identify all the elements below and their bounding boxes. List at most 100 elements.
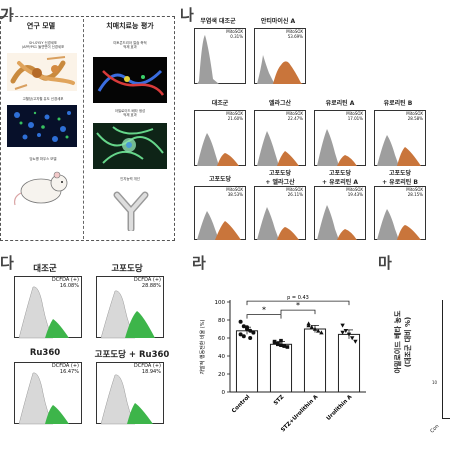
mouse-icon (14, 171, 68, 206)
panel-letter-da: 다 (0, 254, 14, 272)
data-point (272, 340, 277, 345)
mitosox-marker-label: MitoSOX (406, 111, 423, 116)
dcfda-p4-label: 고포도당 + Ru360 (94, 350, 170, 360)
y-tick-label: 20 (218, 372, 225, 378)
data-point (238, 332, 243, 337)
y-tick-label: 40 (218, 354, 225, 360)
col-divider (83, 19, 84, 239)
mitosox-r3c1-label: 고포도당 (208, 176, 232, 183)
cell-model-1-label: SH-SY5Y 신경세포 (APP/PS1 돌연변이 신경세포 (21, 41, 65, 50)
neuron-cells-image (7, 53, 77, 91)
data-point (340, 330, 345, 335)
data-point (306, 323, 311, 328)
mitosox-marker-label: MitoSOX (286, 29, 303, 34)
y-tick-label: 80 (218, 318, 225, 324)
mitosox-r3c4-label: 고포도당 + 유로리틴 B (382, 170, 418, 186)
mitosox-r2c2-plot: MitoSOX 22.47% (254, 110, 306, 166)
data-point (241, 334, 246, 339)
significance-label-2: p = 0.43 (287, 295, 309, 301)
mitosox-r3c2-label: 고포도당 + 엘라그산 (265, 170, 295, 186)
mitosox-r3c3-label: 고포도당 + 유로리틴 A (322, 170, 358, 186)
dcfda-p4-value: 18.94% (141, 368, 161, 375)
y-tick-label: 100 (215, 300, 226, 306)
mitosox-r3c4-value: 28.15% (407, 191, 423, 197)
mitosox-r2c3-plot: MitoSOX 17.01% (314, 110, 366, 166)
mitosox-r2c1-value: 21.60% (227, 115, 243, 121)
significance-bracket-0 (246, 314, 282, 319)
data-point (343, 329, 348, 333)
mitosox-r2c2-value: 22.47% (287, 115, 303, 121)
category-label-3: Urolithin A (326, 394, 354, 422)
y-maze-icon (113, 191, 149, 231)
dcfda-p3-label: Ru360 (29, 348, 61, 358)
hyperglycemia-neurons-image (7, 105, 77, 147)
data-point (241, 324, 246, 329)
mitosox-r2c4-plot: MitoSOX 28.58% (374, 110, 426, 166)
mitosox-r2c1-plot: MitoSOX 21.60% (194, 110, 246, 166)
data-point (312, 326, 318, 331)
category-label-2: STZ+Urolithin A (280, 394, 320, 434)
dcfda-p4-plot: DCFDA (+) 18.94% (96, 362, 164, 425)
mitosox-r2c3-label: 유로리틴 A (325, 100, 355, 107)
mitosox-r1c2-label: 안티마이신 A (260, 18, 296, 25)
mitosox-r3c1-value: 38.53% (227, 191, 243, 197)
dcfda-marker-label: DCFDA (+) (51, 363, 79, 369)
col2-header: 치매치료능 평가 (106, 22, 154, 30)
data-point (309, 325, 314, 329)
mitosox-marker-label: MitoSOX (286, 187, 303, 192)
mitosox-r2c4-value: 28.58% (407, 115, 423, 121)
data-point (279, 338, 283, 343)
y-tick-label: 0 (222, 390, 226, 396)
data-point (251, 330, 256, 335)
data-point (319, 330, 324, 335)
data-point (316, 328, 321, 333)
amyloid-beta-image (93, 123, 167, 169)
mitosox-marker-label: MitoSOX (406, 187, 423, 192)
dcfda-marker-label: DCFDA (+) (51, 277, 79, 283)
panel-ma-ylabel: 아밀로이드 베타 농도 (대조군 대비 %) (388, 272, 418, 432)
mitosox-marker-label: MitoSOX (226, 187, 243, 192)
dcfda-p2-plot: DCFDA (+) 28.88% (96, 276, 164, 339)
mitosox-marker-label: MitoSOX (226, 29, 243, 34)
col1-header: 연구 모델 (26, 22, 56, 30)
category-label-0: Control (231, 394, 251, 414)
data-point (353, 339, 358, 344)
significance-bracket-1 (280, 309, 316, 315)
mitosox-r3c1-plot: MitoSOX 38.53% (194, 186, 246, 240)
mitosox-r1c1-plot: MitoSOX 0.31% (194, 28, 246, 84)
mitosox-r3c3-value: 19.43% (347, 191, 363, 197)
mitosox-marker-label: MitoSOX (226, 111, 243, 116)
significance-label-0: * (262, 306, 266, 315)
mitosox-r1c2-value: 53.69% (287, 33, 303, 39)
study-design-box: 연구 모델 치매치료능 평가 SH-SY5Y 신경세포 (APP/PS1 돌연변… (0, 16, 175, 241)
panel-ma-axis (442, 300, 450, 419)
panel-letter-ga: 가 (0, 6, 14, 24)
mitosox-r2c3-value: 17.01% (347, 115, 363, 121)
mitosox-r3c4-plot: MitoSOX 28.15% (374, 186, 426, 240)
data-point (276, 342, 280, 347)
data-point (285, 345, 290, 349)
category-label-1: STZ (273, 394, 286, 407)
cell-model-2-label: 고혈당/고지혈 유도 신경세포 (22, 97, 64, 101)
data-point (248, 328, 253, 333)
panel-ma-ytick: 10 (432, 380, 438, 385)
dcfda-p1-plot: DCFDA (+) 16.08% (14, 276, 82, 339)
mitosox-r1c2-plot: MitoSOX 53.69% (254, 28, 306, 84)
eval-1-label: 미토콘드리아 칼슘 축적 억제 효과 (113, 41, 147, 50)
dcfda-p3-value: 16.47% (59, 368, 79, 375)
mitosox-marker-label: MitoSOX (286, 111, 303, 116)
data-point (248, 336, 253, 340)
dcfda-marker-label: DCFDA (+) (133, 277, 161, 283)
dcfda-p2-value: 28.88% (141, 282, 161, 289)
mito-calcium-image (93, 57, 167, 103)
bar-1 (269, 343, 293, 393)
y-axis-label: 자발적 행동전환 비율 (%) (199, 320, 206, 375)
mitosox-r2c1-label: 대조군 (211, 100, 229, 107)
panel-ma-xtick: Con (429, 423, 441, 435)
mitosox-r3c3-plot: MitoSOX 19.43% (314, 186, 366, 240)
mitosox-marker-label: MitoSOX (346, 111, 363, 116)
dcfda-p1-label: 대조군 (33, 264, 57, 274)
dcfda-p3-plot: DCFDA (+) 16.47% (14, 362, 82, 425)
mitosox-r2c2-label: 엘라그산 (268, 100, 292, 107)
dcfda-marker-label: DCFDA (+) (133, 363, 161, 369)
